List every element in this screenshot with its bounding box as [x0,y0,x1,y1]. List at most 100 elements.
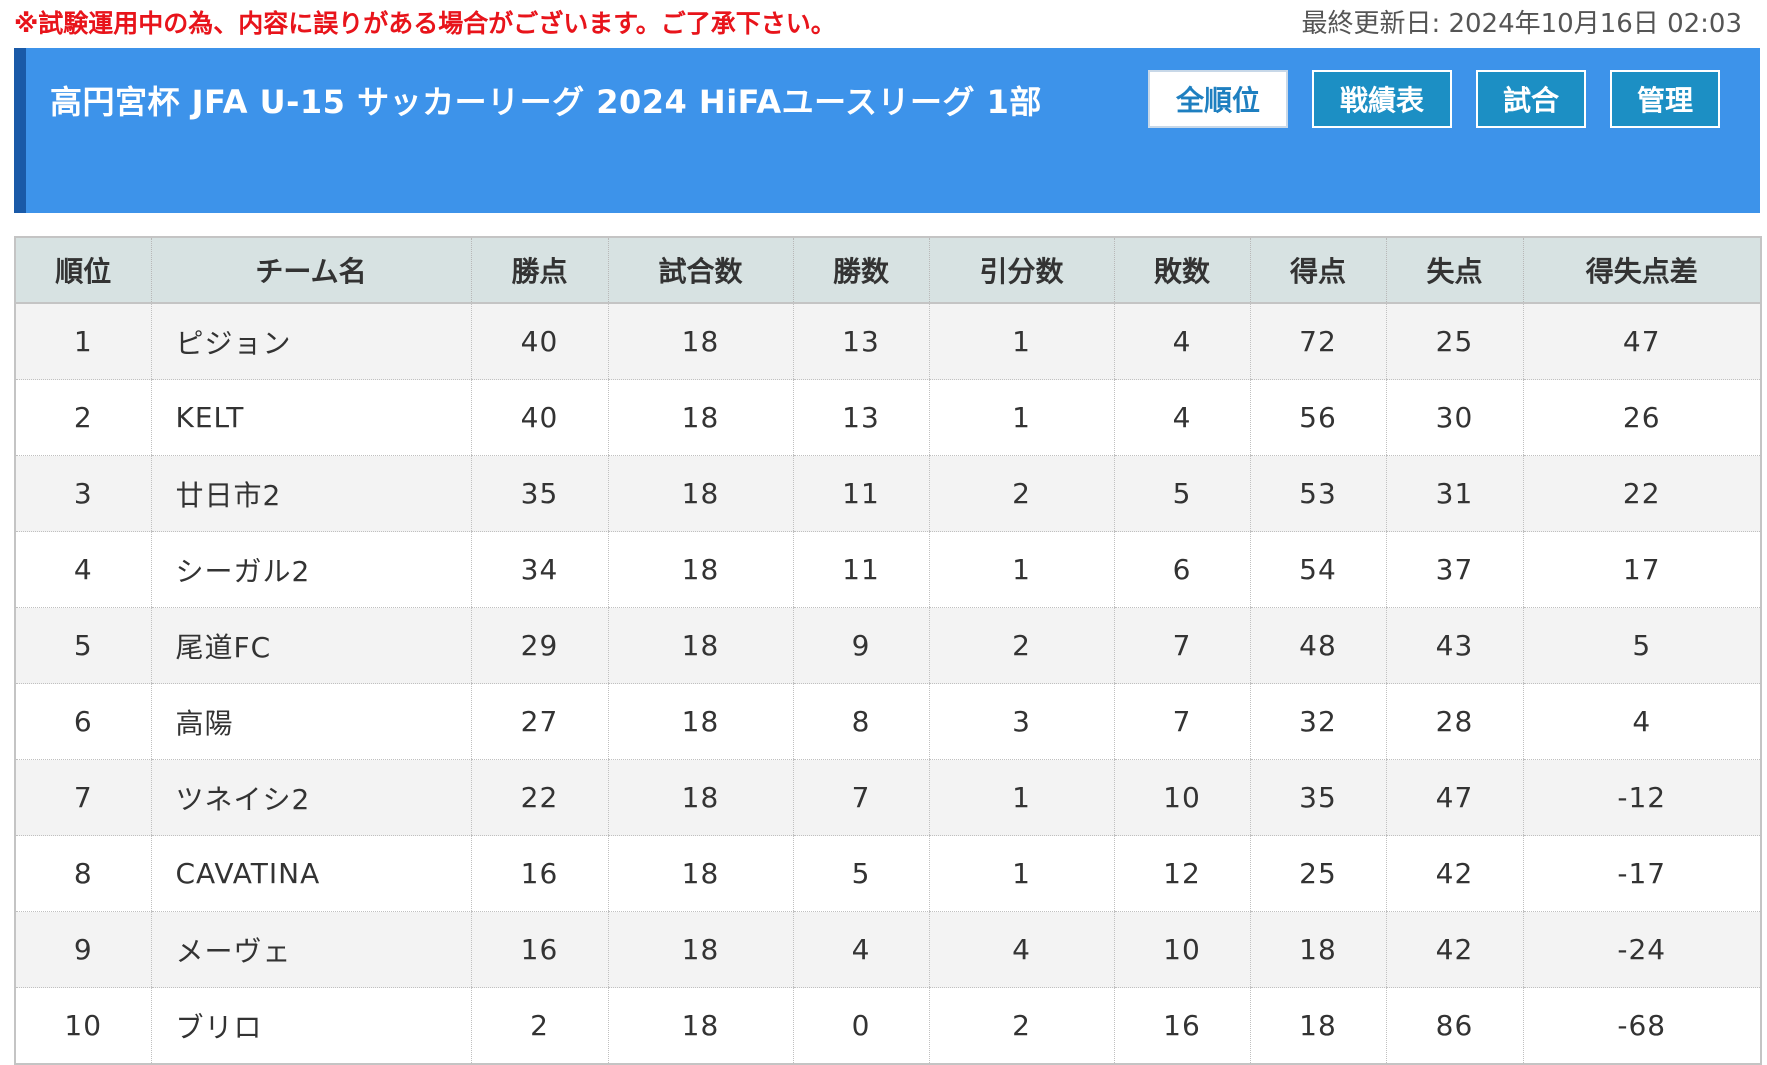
losses-cell: 4 [1113,303,1250,380]
goals-against-cell: 25 [1385,303,1523,380]
rank-cell: 5 [15,607,151,684]
rank-cell: 3 [15,455,151,532]
standings-table-container: 順位 チーム名 勝点 試合数 勝数 引分数 敗数 得点 失点 得失点差 1 ピジョ… [14,236,1762,1065]
column-header-goals-for: 得点 [1249,237,1386,304]
played-cell: 18 [607,607,793,684]
team-name-cell: 廿日市2 [150,455,471,532]
table-row: 9 メーヴェ 16 18 4 4 10 18 42 -24 [15,911,1761,988]
draws-cell: 1 [928,759,1114,836]
rank-cell: 9 [15,911,151,988]
goal-difference-cell: 26 [1522,379,1761,456]
team-name-cell: ブリロ [150,987,471,1065]
column-header-draws: 引分数 [928,237,1114,304]
draws-cell: 2 [928,607,1114,684]
wins-cell: 5 [792,835,929,912]
wins-cell: 13 [792,303,929,380]
goal-difference-cell: 4 [1522,683,1761,760]
nav-matches-button[interactable]: 試合 [1476,70,1586,128]
draws-cell: 2 [928,987,1114,1065]
rank-cell: 6 [15,683,151,760]
goals-for-cell: 48 [1249,607,1386,684]
played-cell: 18 [607,455,793,532]
table-header-row: 順位 チーム名 勝点 試合数 勝数 引分数 敗数 得点 失点 得失点差 [15,237,1761,304]
goals-for-cell: 56 [1249,379,1386,456]
points-cell: 35 [470,455,608,532]
losses-cell: 12 [1113,835,1250,912]
rank-cell: 4 [15,531,151,608]
played-cell: 18 [607,987,793,1065]
header-nav: 全順位 戦績表 試合 管理 [1148,70,1720,128]
goals-for-cell: 18 [1249,911,1386,988]
table-row: 5 尾道FC 29 18 9 2 7 48 43 5 [15,607,1761,684]
nav-results-table-button[interactable]: 戦績表 [1312,70,1452,128]
team-name-cell: ツネイシ2 [150,759,471,836]
top-bar: ※試験運用中の為、内容に誤りがある場合がございます。ご了承下さい。 最終更新日:… [14,0,1760,40]
goals-for-cell: 54 [1249,531,1386,608]
wins-cell: 9 [792,607,929,684]
losses-cell: 10 [1113,911,1250,988]
goals-against-cell: 43 [1385,607,1523,684]
goals-against-cell: 86 [1385,987,1523,1065]
team-name-cell: 尾道FC [150,607,471,684]
goal-difference-cell: 17 [1522,531,1761,608]
table-row: 4 シーガル2 34 18 11 1 6 54 37 17 [15,531,1761,608]
last-updated: 最終更新日: 2024年10月16日 02:03 [1301,9,1742,39]
goals-against-cell: 30 [1385,379,1523,456]
standings-body: 1 ピジョン 40 18 13 1 4 72 25 47 2 KELT 40 18 13 1 4 56 30 26 3 廿… [15,303,1761,1065]
column-header-played: 試合数 [607,237,793,304]
wins-cell: 4 [792,911,929,988]
played-cell: 18 [607,911,793,988]
draws-cell: 1 [928,835,1114,912]
column-header-losses: 敗数 [1113,237,1250,304]
goals-against-cell: 42 [1385,835,1523,912]
played-cell: 18 [607,531,793,608]
rank-cell: 10 [15,987,151,1065]
goals-against-cell: 37 [1385,531,1523,608]
goals-for-cell: 35 [1249,759,1386,836]
draws-cell: 1 [928,531,1114,608]
losses-cell: 7 [1113,607,1250,684]
points-cell: 22 [470,759,608,836]
goal-difference-cell: -17 [1522,835,1761,912]
goals-against-cell: 42 [1385,911,1523,988]
column-header-goal-difference: 得失点差 [1522,237,1761,304]
points-cell: 16 [470,835,608,912]
column-header-goals-against: 失点 [1385,237,1523,304]
points-cell: 16 [470,911,608,988]
trial-notice: ※試験運用中の為、内容に誤りがある場合がございます。ご了承下さい。 [14,9,836,38]
draws-cell: 2 [928,455,1114,532]
wins-cell: 11 [792,455,929,532]
team-name-cell: シーガル2 [150,531,471,608]
column-header-points: 勝点 [470,237,608,304]
draws-cell: 1 [928,379,1114,456]
points-cell: 40 [470,303,608,380]
team-name-cell: メーヴェ [150,911,471,988]
played-cell: 18 [607,683,793,760]
goal-difference-cell: 5 [1522,607,1761,684]
points-cell: 2 [470,987,608,1065]
draws-cell: 3 [928,683,1114,760]
goal-difference-cell: 47 [1522,303,1761,380]
goal-difference-cell: -12 [1522,759,1761,836]
table-row: 2 KELT 40 18 13 1 4 56 30 26 [15,379,1761,456]
goal-difference-cell: -68 [1522,987,1761,1065]
points-cell: 27 [470,683,608,760]
team-name-cell: KELT [150,379,471,456]
table-row: 8 CAVATINA 16 18 5 1 12 25 42 -17 [15,835,1761,912]
rank-cell: 1 [15,303,151,380]
losses-cell: 5 [1113,455,1250,532]
wins-cell: 7 [792,759,929,836]
nav-admin-button[interactable]: 管理 [1610,70,1720,128]
nav-all-rankings-button[interactable]: 全順位 [1148,70,1288,128]
column-header-wins: 勝数 [792,237,929,304]
table-row: 6 高陽 27 18 8 3 7 32 28 4 [15,683,1761,760]
played-cell: 18 [607,379,793,456]
points-cell: 34 [470,531,608,608]
played-cell: 18 [607,759,793,836]
losses-cell: 16 [1113,987,1250,1065]
losses-cell: 10 [1113,759,1250,836]
goals-for-cell: 32 [1249,683,1386,760]
wins-cell: 11 [792,531,929,608]
goals-for-cell: 25 [1249,835,1386,912]
losses-cell: 7 [1113,683,1250,760]
